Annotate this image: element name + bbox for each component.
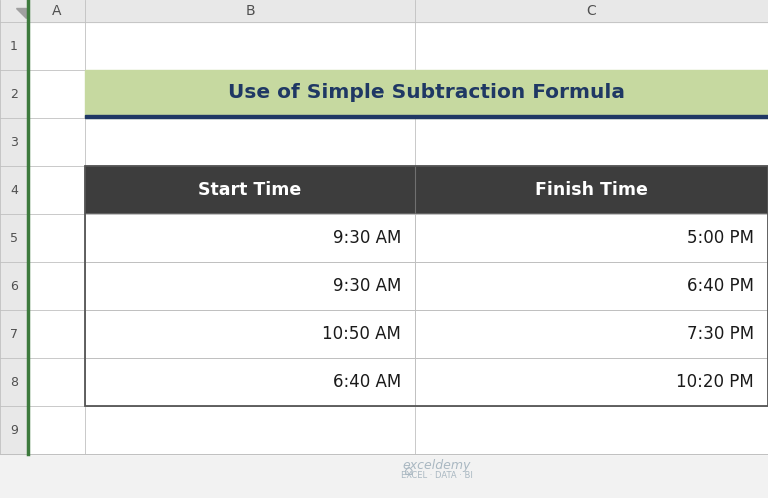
Bar [0,310,28,358]
Bar [85,166,768,214]
Bar [85,166,768,406]
Text: 4: 4 [10,183,18,197]
Text: A: A [51,4,61,18]
Text: EXCEL · DATA · BI: EXCEL · DATA · BI [401,471,472,480]
Text: Use of Simple Subtraction Formula: Use of Simple Subtraction Formula [228,83,625,102]
Text: 6:40 AM: 6:40 AM [333,373,401,391]
Bar [85,70,768,118]
Text: exceldemy: exceldemy [402,459,471,472]
Bar [85,115,768,118]
Text: 9:30 AM: 9:30 AM [333,229,401,247]
Text: B: B [245,4,255,18]
Polygon shape [16,8,26,18]
Bar [0,214,28,262]
Text: 5:00 PM: 5:00 PM [687,229,754,247]
Text: 5: 5 [10,232,18,245]
Bar [0,118,28,166]
Bar [0,22,28,70]
Text: 6:40 PM: 6:40 PM [687,277,754,295]
Text: 7: 7 [10,328,18,341]
Bar [0,406,28,454]
Bar [0,0,768,22]
Text: 9: 9 [10,423,18,437]
Text: 6: 6 [10,279,18,292]
Bar [85,310,768,358]
Bar [0,358,28,406]
Bar [0,166,28,214]
Text: 10:50 AM: 10:50 AM [322,325,401,343]
Text: 10:20 PM: 10:20 PM [677,373,754,391]
Bar [85,358,768,406]
Text: 9:30 AM: 9:30 AM [333,277,401,295]
Bar [0,262,28,310]
Bar [0,70,28,118]
Text: 2: 2 [10,88,18,101]
Bar [85,262,768,310]
Text: ⌂: ⌂ [404,463,413,478]
Text: 3: 3 [10,135,18,148]
Bar [85,214,768,262]
Text: Finish Time: Finish Time [535,181,648,199]
Text: 7:30 PM: 7:30 PM [687,325,754,343]
Text: C: C [587,4,597,18]
Text: 8: 8 [10,375,18,388]
Text: 1: 1 [10,39,18,52]
Text: Start Time: Start Time [198,181,302,199]
